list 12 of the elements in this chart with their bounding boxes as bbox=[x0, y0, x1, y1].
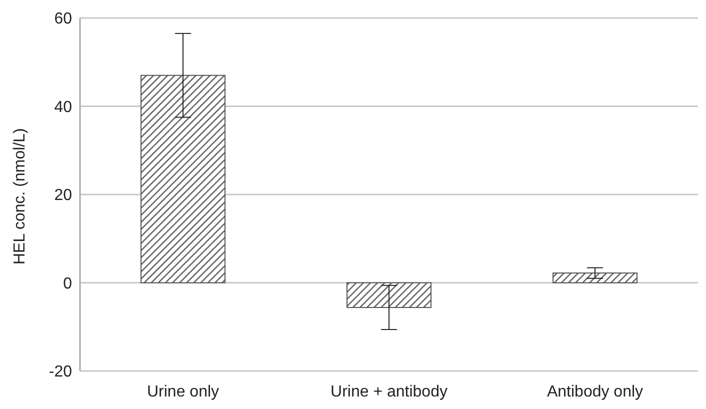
bar bbox=[140, 74, 226, 284]
x-tick-label: Urine only bbox=[146, 383, 220, 400]
y-tick-label: 40 bbox=[54, 98, 72, 116]
x-tick-label: Urine + antibody bbox=[330, 383, 448, 400]
y-tick-label: 60 bbox=[54, 10, 72, 28]
bar bbox=[552, 272, 638, 284]
y-tick-label: -20 bbox=[48, 364, 72, 381]
x-tick-label: Antibody only bbox=[546, 383, 644, 400]
y-tick-label: 0 bbox=[63, 275, 72, 292]
y-axis-title: HEL conc. (nmol/L) bbox=[12, 128, 29, 264]
y-tick-label: 20 bbox=[54, 187, 72, 204]
bar bbox=[346, 282, 432, 308]
